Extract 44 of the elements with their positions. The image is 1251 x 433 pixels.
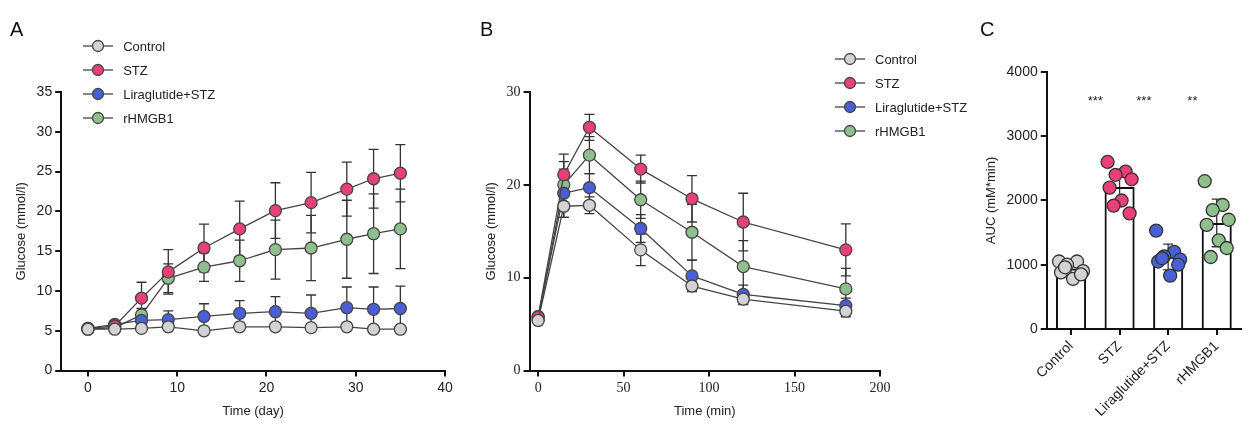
y-axis-title: AUC (mM*min) <box>983 156 999 245</box>
chart-title: A <box>10 17 24 40</box>
y-tick-label: 10 <box>506 269 521 285</box>
x-tick-label: 200 <box>869 379 891 395</box>
x-tick-label: 0 <box>84 378 93 395</box>
x-tick-label: 20 <box>258 378 275 395</box>
y-tick-label: 3000 <box>1006 127 1038 144</box>
legend-label: Control <box>123 38 166 54</box>
y-tick-label: 30 <box>36 122 53 139</box>
x-tick-label: 100 <box>698 379 720 395</box>
chart-title: C <box>980 17 995 40</box>
x-axis-title: Time (day) <box>222 402 284 418</box>
annotation: *** <box>1136 93 1152 109</box>
x-tick-label: 30 <box>347 378 364 395</box>
legend-label: Liraglutide+STZ <box>123 86 216 102</box>
legend-label: rHMGB1 <box>123 110 174 126</box>
x-tick-label: 150 <box>784 379 806 395</box>
legend-label: STZ <box>123 62 148 78</box>
y-tick-label: 20 <box>36 202 53 219</box>
legend-label: rHMGB1 <box>875 123 926 139</box>
y-axis-title: Glucose (mmol/l) <box>13 182 29 281</box>
y-tick-label: 10 <box>36 281 53 298</box>
y-tick-label: 2000 <box>1006 191 1038 208</box>
y-tick-label: 15 <box>36 242 53 259</box>
y-tick-label: 0 <box>1029 319 1038 336</box>
annotation: *** <box>1087 93 1103 109</box>
legend-label: Liraglutide+STZ <box>875 99 968 115</box>
x-tick-label: 0 <box>534 379 542 395</box>
y-tick-label: 30 <box>506 83 521 99</box>
y-tick-label: 1000 <box>1006 255 1038 272</box>
y-axis-title: Glucose (mmol/l) <box>483 182 499 281</box>
x-tick-label: 50 <box>616 379 631 395</box>
x-tick-label: 40 <box>437 378 453 395</box>
chart-title: B <box>480 17 494 40</box>
legend-label: STZ <box>875 75 900 91</box>
y-tick-label: 35 <box>36 82 53 99</box>
y-tick-label: 4000 <box>1006 62 1038 79</box>
x-tick-label: 10 <box>169 378 186 395</box>
y-tick-label: 5 <box>44 321 53 338</box>
x-axis-title: Time (min) <box>673 402 736 418</box>
y-tick-label: 20 <box>506 176 521 192</box>
legend-label: Control <box>875 51 917 67</box>
annotation: ** <box>1187 93 1198 109</box>
y-tick-label: 25 <box>36 162 53 179</box>
